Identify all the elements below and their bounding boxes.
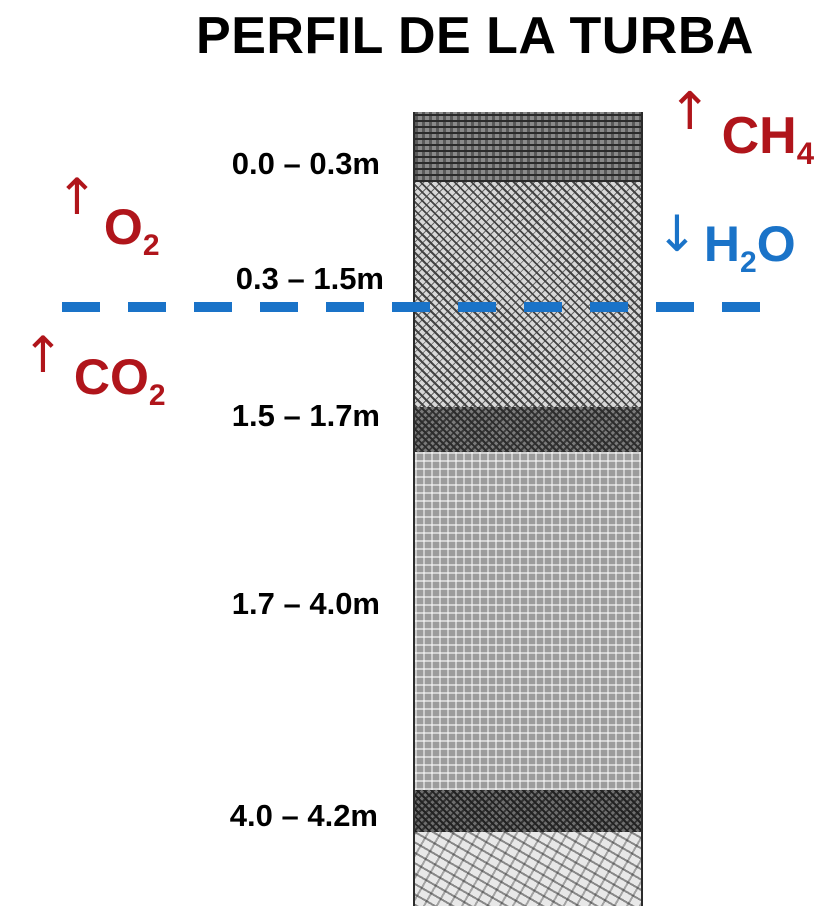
peat-layer-4 [415,452,641,790]
arrow-up-icon: ↑ [22,326,64,384]
co2-formula: CO [73,349,149,405]
h2o-subscript: 2 [740,245,757,279]
arrow-down-icon: ↓ [656,205,698,263]
o2-subscript: 2 [142,228,160,262]
co2-subscript: 2 [148,378,166,412]
peat-layer-6 [415,832,641,906]
ch4-formula: CH [721,107,797,165]
depth-label-5: 4.0 – 4.2m [229,798,378,833]
depth-label-4: 1.7 – 4.0m [231,586,380,621]
depth-label-2: 0.3 – 1.5m [235,261,384,296]
h2o-flux: ↓ H2O [656,205,796,279]
h2o-formula-h: H [703,216,741,272]
arrow-up-icon: ↑ [668,82,712,142]
h2o-formula-o: O [756,216,796,272]
peat-layer-3 [415,407,641,452]
o2-formula: O [103,199,143,255]
peat-layer-2 [415,182,641,407]
ch4-emission: ↑ CH4 [668,82,814,171]
ch4-subscript: 4 [796,135,815,171]
o2-flux: ↑ O2 [56,168,160,262]
peat-layer-5 [415,790,641,832]
co2-emission: ↑ CO2 [22,326,166,412]
peat-layer-1 [415,112,641,182]
depth-label-3: 1.5 – 1.7m [231,398,380,433]
depth-label-1: 0.0 – 0.3m [231,146,380,181]
arrow-up-icon: ↑ [56,168,98,226]
water-table-line [62,302,784,312]
peat-profile-column [413,112,643,906]
diagram-title: PERFIL DE LA TURBA [196,7,754,65]
